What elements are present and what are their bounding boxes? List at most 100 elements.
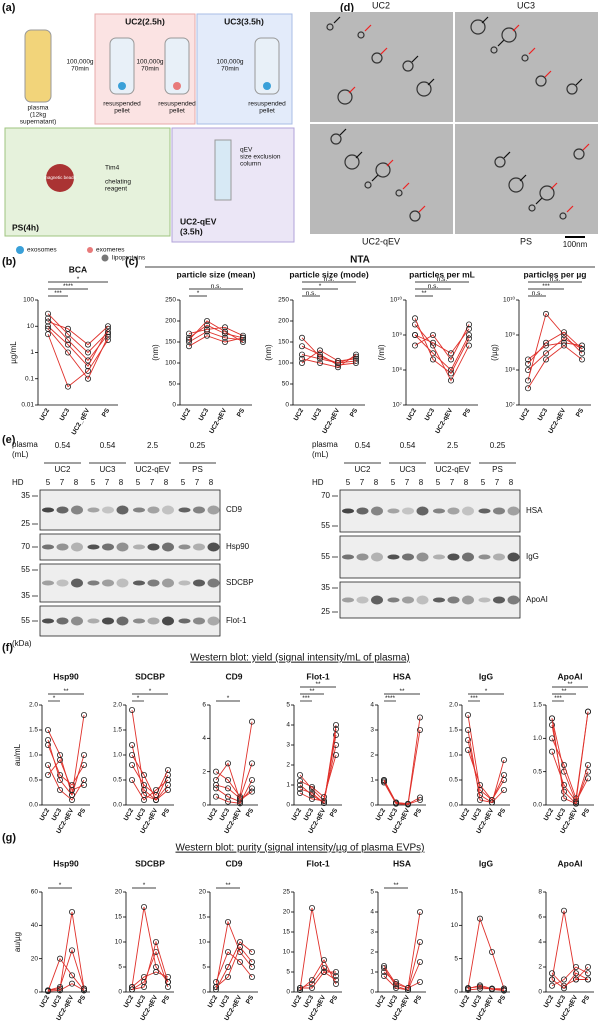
band <box>42 580 54 586</box>
band <box>207 616 220 626</box>
sample-point <box>561 788 568 795</box>
band <box>478 508 491 514</box>
sample-point <box>500 987 507 994</box>
y-tick-label: 2.0 <box>449 702 458 709</box>
plot-title: SDCBP <box>135 858 165 868</box>
vesicle <box>409 210 421 222</box>
sample-point <box>579 342 586 349</box>
x-tick-label: PS <box>413 994 424 1006</box>
sample-line <box>467 988 504 991</box>
tube <box>24 29 52 103</box>
band <box>478 597 491 603</box>
plot-title: IgG <box>479 858 494 868</box>
lane: 8 <box>74 478 79 487</box>
sample-point <box>308 977 315 984</box>
x-tick-label: UC2 <box>459 807 472 822</box>
sample-point <box>298 334 305 341</box>
band <box>102 617 114 625</box>
note: 100,000g <box>136 59 163 66</box>
arrow <box>519 174 527 182</box>
vesicle <box>364 181 372 189</box>
sig-label: n.s. <box>428 283 439 290</box>
sample-point <box>543 356 550 363</box>
sample-line <box>131 779 169 801</box>
band <box>387 597 400 603</box>
band <box>493 507 505 515</box>
band <box>162 578 174 588</box>
y-tick-label: 0.01 <box>21 402 34 409</box>
sig-label: *** <box>54 290 62 297</box>
sig-label: n.s. <box>532 290 543 297</box>
sample-point <box>45 727 52 734</box>
plot-title: HSA <box>393 858 411 868</box>
sample-point <box>298 351 305 358</box>
ps-box <box>4 127 171 237</box>
sample-line <box>47 739 85 796</box>
vesicle <box>337 89 353 105</box>
sample-line <box>47 321 109 346</box>
sample-line <box>47 911 85 991</box>
vesicle <box>490 46 498 54</box>
band <box>416 552 429 562</box>
arrow <box>535 197 543 205</box>
band <box>193 543 205 551</box>
y-tick-label: 5 <box>370 889 374 896</box>
sample-point <box>152 787 159 794</box>
sample-line <box>215 779 253 804</box>
arrow <box>503 151 511 159</box>
sample-point <box>221 324 228 331</box>
legend-label: exosomes <box>27 247 57 254</box>
sample-point <box>105 323 112 330</box>
sample-line <box>215 951 253 983</box>
x-tick-label: UC2-qEV <box>321 407 341 435</box>
sample-point <box>320 794 327 801</box>
x-tick-label: UC2 <box>375 807 388 822</box>
sample-point <box>525 377 532 384</box>
y-tick-label: 0 <box>202 802 206 809</box>
y-tick-label: 1.0 <box>29 752 38 759</box>
box-title: PS(4h) <box>12 222 39 232</box>
y-tick-label: 50 <box>282 381 290 388</box>
x-tick-label: PS <box>77 807 88 819</box>
sample-point <box>320 800 327 807</box>
arrow <box>418 205 426 213</box>
y-tick-label: 100 <box>23 297 34 304</box>
y-tick-label: 8 <box>538 889 542 896</box>
note: supernatant) <box>20 119 57 126</box>
y-tick-label: 0.0 <box>113 802 122 809</box>
micrograph-label: PS <box>520 236 532 246</box>
sample-point <box>573 964 580 971</box>
scale-label: 100nm <box>563 240 588 249</box>
panel-label: (g) <box>2 832 16 844</box>
y-tick-label: 0 <box>538 989 542 996</box>
band <box>102 506 114 514</box>
sample-point <box>45 310 52 317</box>
sample-point <box>411 342 418 349</box>
x-tick-label: PS <box>245 994 256 1006</box>
plot-title: particles per mL <box>409 269 475 279</box>
vesicle <box>494 156 506 168</box>
sample-point <box>476 797 483 804</box>
band <box>447 507 460 515</box>
sample-point <box>298 355 305 362</box>
sample-point <box>525 385 532 392</box>
plot-title: Hsp90 <box>53 858 79 868</box>
sample-line <box>188 331 244 343</box>
sample-point <box>57 987 64 994</box>
x-tick-label: PS <box>349 407 360 419</box>
sample-point <box>579 356 586 363</box>
sig-label: n.s. <box>211 283 222 290</box>
sample-point <box>65 383 72 390</box>
mw-label: 55 <box>321 552 330 561</box>
volume: 0.54 <box>400 441 416 450</box>
sample-line <box>383 961 421 991</box>
y-tick-label: 1 <box>286 782 290 789</box>
sample-point <box>416 714 423 721</box>
sample-point <box>164 777 171 784</box>
sample-point <box>81 752 88 759</box>
group: UC2 <box>54 465 71 474</box>
sample-line <box>301 337 357 364</box>
band <box>507 506 520 516</box>
vesicle <box>371 52 383 64</box>
sig-label: * <box>59 882 62 889</box>
